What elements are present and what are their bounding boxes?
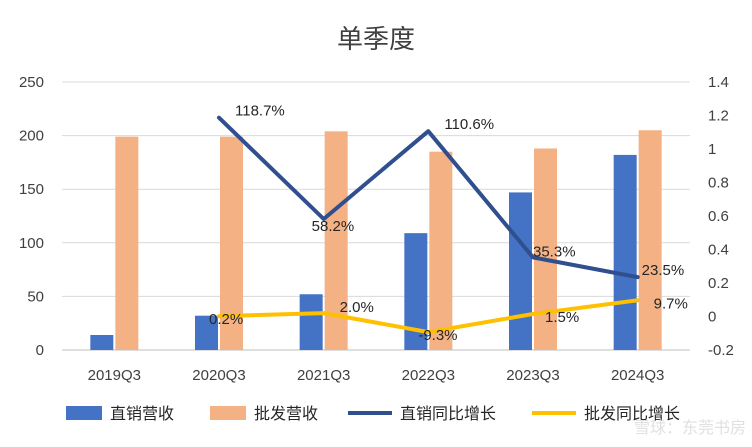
data-label: 118.7% [235,103,285,120]
chart-title: 单季度 [337,24,415,54]
bar-direct-sales [90,334,114,350]
line-direct-growth [217,115,640,280]
y-left-tick-label: 250 [19,74,44,91]
watermark: 雪球：东莞书房 [634,419,746,437]
bar-direct-sales [299,294,323,350]
lines [217,115,640,335]
legend-swatch [66,406,102,420]
y-right-tick-label: 1.2 [708,108,729,125]
bar-direct-sales [509,192,532,350]
data-label: 2.0% [340,299,374,316]
y-right-tick-label: 0 [708,309,716,326]
x-tick-label: 2022Q3 [402,367,455,384]
data-label: 110.6% [444,116,494,133]
data-label: 58.2% [312,218,355,235]
y-left-tick-label: 50 [27,288,44,305]
y-left-tick-label: 150 [19,181,44,198]
gridlines [62,81,690,351]
data-label: 35.3% [533,243,576,260]
axes: 0 50 100 150 200 250 -0.2 0 0.2 0.4 0.6 0.8 1 1.2 1.4 2… [19,74,734,384]
data-label: 0.2% [209,311,243,328]
line-wholesale-growth [217,298,640,335]
data-label: 23.5% [642,262,685,279]
legend-label: 批发营收 [254,405,318,423]
x-tick-label: 2021Q3 [297,367,350,384]
legend-label: 直销营收 [110,405,174,423]
legend-swatch [210,406,246,420]
bar-wholesale [638,130,662,350]
y-left-tick-label: 200 [19,128,44,145]
bar-wholesale [534,148,557,350]
y-right-tick-label: 1.4 [708,74,729,91]
x-tick-label: 2023Q3 [506,367,559,384]
y-right-tick-label: 0.4 [708,242,729,259]
y-left-tick-label: 100 [19,235,44,252]
y-left-tick-label: 0 [36,342,44,359]
data-label: 9.7% [654,295,688,312]
bar-wholesale [220,136,243,350]
data-labels: 118.7% 58.2% 110.6% 35.3% 23.5% 0.2% 2.0% -9.3%… [209,103,688,344]
x-tick-label: 2024Q3 [611,367,664,384]
bar-direct-sales [195,315,218,350]
bar-wholesale [429,151,453,350]
y-right-tick-label: 0.2 [708,275,729,292]
bar-direct-sales [404,233,428,350]
y-right-tick-label: 1 [708,141,716,158]
legend: 直销营收 批发营收 直销同比增长 批发同比增长 [66,405,680,423]
y-right-tick-label: -0.2 [708,342,734,359]
x-tick-label: 2019Q3 [88,367,141,384]
x-tick-label: 2020Q3 [192,367,245,384]
bar-wholesale [324,131,348,350]
legend-label: 批发同比增长 [584,405,680,423]
bars [90,130,662,350]
bar-direct-sales [613,154,637,350]
bar-wholesale [115,136,139,350]
legend-label: 直销同比增长 [400,405,496,423]
data-label: -9.3% [418,327,457,344]
data-label: 1.5% [545,309,579,326]
y-right-tick-label: 0.8 [708,175,729,192]
y-right-tick-label: 0.6 [708,208,729,225]
